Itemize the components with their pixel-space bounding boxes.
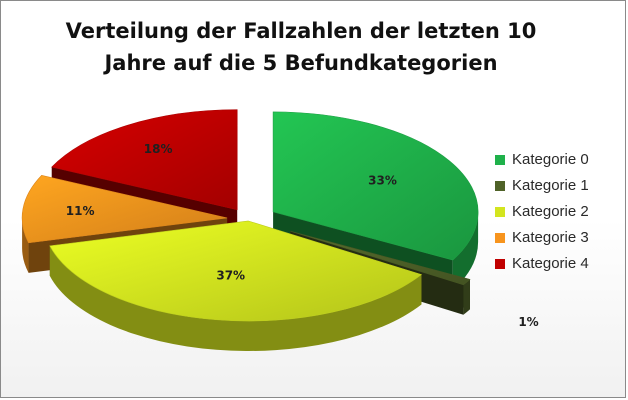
pie-slice-top [49, 220, 423, 322]
legend-label: Kategorie 1 [512, 177, 589, 194]
data-label-kategorie-2: 37% [216, 268, 245, 282]
pie-slice-top [51, 109, 238, 211]
data-label-kategorie-0: 33% [368, 173, 397, 187]
data-label-kategorie-4: 18% [144, 142, 173, 156]
data-label-kategorie-3: 11% [66, 204, 95, 218]
pie-slice-side [463, 279, 470, 315]
legend-label: Kategorie 0 [512, 151, 589, 168]
pie-slice-top [290, 230, 471, 286]
legend-label: Kategorie 3 [512, 229, 589, 246]
legend-swatch [495, 233, 505, 243]
pie-slice-top [272, 111, 479, 261]
legend-swatch [495, 181, 505, 191]
pie-slice-side [49, 245, 422, 351]
legend-item-kategorie-2: Kategorie 2 [495, 199, 623, 225]
chart-title-line-1: Verteilung der Fallzahlen der letzten 10 [65, 19, 537, 43]
legend-swatch [495, 259, 505, 269]
data-label-kategorie-1: 1% [518, 315, 538, 329]
chart-title-line-2: Jahre auf die 5 Befundkategorien [104, 51, 498, 75]
pie-slice-top [21, 175, 228, 244]
chart-title: Verteilung der Fallzahlen der letzten 10… [41, 15, 561, 79]
legend-item-kategorie-0: Kategorie 0 [495, 147, 623, 173]
legend-label: Kategorie 2 [512, 203, 589, 220]
pie-slice-kategorie-2 [49, 220, 423, 351]
legend-item-kategorie-4: Kategorie 4 [495, 251, 623, 277]
legend-label: Kategorie 4 [512, 255, 589, 272]
legend: Kategorie 0 Kategorie 1 Kategorie 2 Kate… [495, 147, 623, 277]
legend-item-kategorie-1: Kategorie 1 [495, 173, 623, 199]
legend-swatch [495, 155, 505, 165]
legend-item-kategorie-3: Kategorie 3 [495, 225, 623, 251]
legend-swatch [495, 207, 505, 217]
pie-slice-side [452, 211, 479, 291]
